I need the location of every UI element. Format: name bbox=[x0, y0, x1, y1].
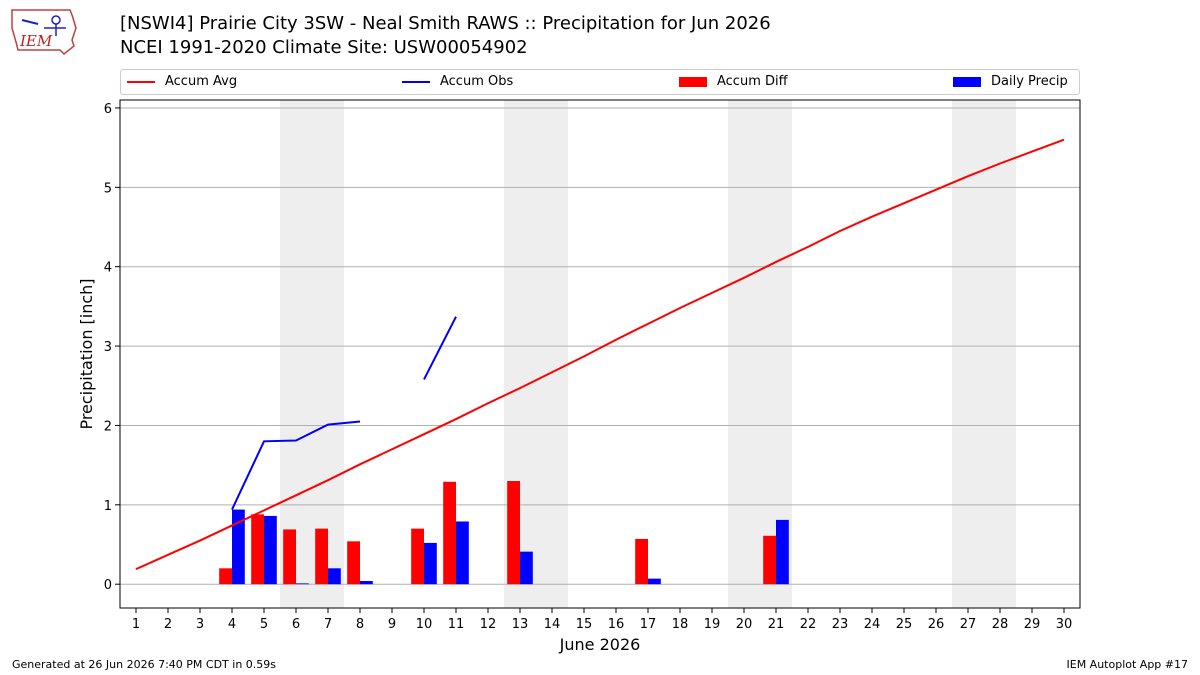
legend-swatch-accum-obs bbox=[402, 80, 430, 83]
daily-precip-bar bbox=[264, 515, 277, 585]
x-tick-label: 18 bbox=[672, 617, 689, 632]
x-tick-label: 14 bbox=[544, 617, 561, 632]
x-tick-label: 3 bbox=[196, 617, 204, 632]
accum-diff-bar bbox=[219, 568, 232, 585]
accum-diff-bar bbox=[347, 541, 360, 585]
y-tick-label: 1 bbox=[104, 499, 112, 514]
accum-diff-bar bbox=[283, 529, 296, 585]
x-tick-label: 30 bbox=[1056, 617, 1073, 632]
x-tick-label: 26 bbox=[928, 617, 945, 632]
chart-title: [NSWI4] Prairie City 3SW - Neal Smith RA… bbox=[120, 13, 771, 34]
legend-item-daily-precip: Daily Precip bbox=[953, 73, 1068, 91]
x-tick-label: 19 bbox=[704, 617, 721, 632]
chart-subtitle: NCEI 1991-2020 Climate Site: USW00054902 bbox=[120, 37, 528, 58]
x-tick-label: 7 bbox=[324, 617, 332, 632]
y-tick-label: 3 bbox=[104, 340, 112, 355]
weekend-shade bbox=[280, 100, 344, 608]
daily-precip-bar bbox=[328, 568, 341, 585]
legend-item-accum-avg: Accum Avg bbox=[127, 73, 237, 91]
legend-swatch-daily-precip bbox=[953, 76, 981, 87]
x-tick-label: 11 bbox=[448, 617, 465, 632]
x-tick-label: 2 bbox=[164, 617, 172, 632]
x-tick-label: 17 bbox=[640, 617, 657, 632]
x-tick-label: 23 bbox=[832, 617, 849, 632]
weekend-shade bbox=[952, 100, 1016, 608]
generated-note: Generated at 26 Jun 2026 7:40 PM CDT in … bbox=[12, 658, 277, 671]
accum-diff-bar bbox=[411, 528, 424, 585]
x-tick-label: 20 bbox=[736, 617, 753, 632]
accum-obs-line bbox=[423, 316, 457, 380]
x-tick-label: 1 bbox=[132, 617, 140, 632]
x-tick-label: 29 bbox=[1024, 617, 1041, 632]
legend-label-accum-avg: Accum Avg bbox=[165, 74, 238, 89]
legend-swatch-accum-diff bbox=[679, 76, 707, 87]
x-tick-label: 27 bbox=[960, 617, 977, 632]
y-tick-label: 2 bbox=[104, 419, 112, 434]
legend-label-accum-diff: Accum Diff bbox=[717, 74, 788, 89]
app-note: IEM Autoplot App #17 bbox=[1066, 658, 1189, 671]
legend-label-daily-precip: Daily Precip bbox=[991, 74, 1068, 89]
daily-precip-bar bbox=[776, 519, 789, 585]
accum-avg-line bbox=[135, 138, 1065, 571]
y-tick-label: 5 bbox=[104, 181, 112, 196]
y-tick-label: 6 bbox=[104, 102, 112, 117]
accum-diff-bar bbox=[635, 538, 648, 585]
x-tick-label: 24 bbox=[864, 617, 881, 632]
legend-item-accum-diff: Accum Diff bbox=[679, 73, 788, 91]
accum-diff-bar bbox=[763, 535, 776, 585]
accum-diff-bar bbox=[443, 481, 456, 585]
x-tick-label: 28 bbox=[992, 617, 1009, 632]
legend-item-accum-obs: Accum Obs bbox=[402, 73, 513, 91]
accum-diff-bar bbox=[315, 528, 328, 585]
x-tick-label: 8 bbox=[356, 617, 364, 632]
x-tick-label: 15 bbox=[576, 617, 593, 632]
x-tick-label: 9 bbox=[388, 617, 396, 632]
accum-diff-bar bbox=[251, 514, 264, 585]
daily-precip-bar bbox=[296, 583, 309, 585]
y-tick-label: 0 bbox=[104, 578, 112, 593]
daily-precip-bar bbox=[232, 509, 245, 585]
x-tick-label: 5 bbox=[260, 617, 268, 632]
daily-precip-bar bbox=[520, 551, 533, 585]
x-tick-label: 25 bbox=[896, 617, 913, 632]
accum-diff-bar bbox=[507, 481, 520, 585]
legend-swatch-accum-avg bbox=[127, 80, 155, 83]
daily-precip-bar bbox=[424, 542, 437, 585]
y-axis-label: Precipitation [inch] bbox=[77, 278, 96, 429]
daily-precip-bar bbox=[360, 581, 373, 585]
x-tick-label: 6 bbox=[292, 617, 300, 632]
accum-obs-line bbox=[231, 420, 361, 510]
chart-legend: Accum Avg Accum Obs Accum Diff Daily Pre… bbox=[120, 69, 1080, 95]
x-axis-label: June 2026 bbox=[559, 635, 641, 654]
svg-text:IEM: IEM bbox=[19, 32, 53, 50]
x-tick-label: 13 bbox=[512, 617, 529, 632]
iem-logo: IEM bbox=[8, 6, 82, 58]
legend-label-accum-obs: Accum Obs bbox=[440, 74, 514, 89]
daily-precip-bar bbox=[456, 521, 469, 585]
x-tick-label: 22 bbox=[800, 617, 817, 632]
x-tick-label: 21 bbox=[768, 617, 785, 632]
x-tick-label: 10 bbox=[416, 617, 433, 632]
x-tick-label: 16 bbox=[608, 617, 625, 632]
x-tick-label: 4 bbox=[228, 617, 236, 632]
plot-frame bbox=[119, 99, 1081, 609]
daily-precip-bar bbox=[648, 578, 661, 585]
x-tick-label: 12 bbox=[480, 617, 497, 632]
y-tick-label: 4 bbox=[104, 261, 112, 276]
